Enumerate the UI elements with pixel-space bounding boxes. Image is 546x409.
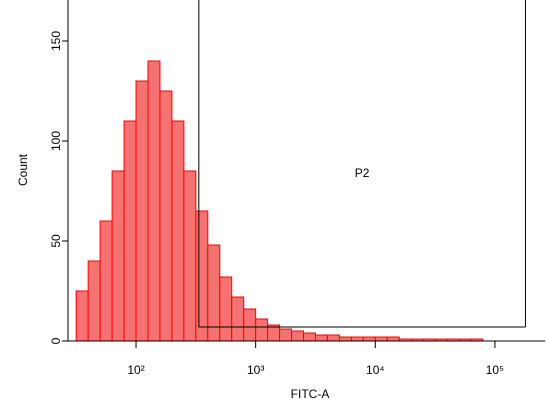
x-axis-label: FITC-A [291, 387, 330, 401]
gate-label: P2 [355, 166, 370, 180]
histogram-bar [255, 318, 269, 342]
x-tick-label: 10⁵ [486, 363, 504, 377]
histogram-bar [75, 290, 89, 342]
histogram-bar [291, 330, 305, 342]
x-tick-label: 10³ [247, 363, 264, 377]
x-tick-label: 10⁴ [366, 363, 385, 377]
histogram-bar [314, 334, 328, 342]
y-tick-label: 0 [49, 337, 63, 344]
histogram-bar [338, 336, 352, 342]
histogram-bar [147, 60, 161, 342]
histogram-bar [231, 296, 245, 342]
histogram-bar [195, 210, 209, 342]
histogram-bar [135, 80, 149, 342]
histogram-bar [374, 336, 388, 342]
histogram-bar [243, 308, 257, 342]
histogram-bar [99, 220, 113, 342]
x-tick-label: 10² [127, 363, 144, 377]
y-axis-label: Count [16, 153, 30, 186]
histogram-bar [87, 260, 101, 342]
y-tick-label: 150 [49, 31, 63, 51]
histogram-bar [279, 328, 293, 342]
histogram-bar [350, 336, 364, 342]
histogram-bar [159, 90, 173, 342]
histogram-bar [386, 336, 400, 342]
histogram-bar [171, 120, 185, 342]
histogram-bar [219, 276, 233, 342]
histogram-bar [326, 334, 340, 342]
histogram-bar [303, 332, 316, 342]
histogram-bar [123, 120, 137, 342]
y-tick-label: 100 [49, 131, 63, 151]
y-tick-label: 50 [49, 234, 63, 248]
histogram-bar [183, 170, 197, 342]
histogram-bar [362, 336, 376, 342]
histogram-bar [111, 170, 125, 342]
